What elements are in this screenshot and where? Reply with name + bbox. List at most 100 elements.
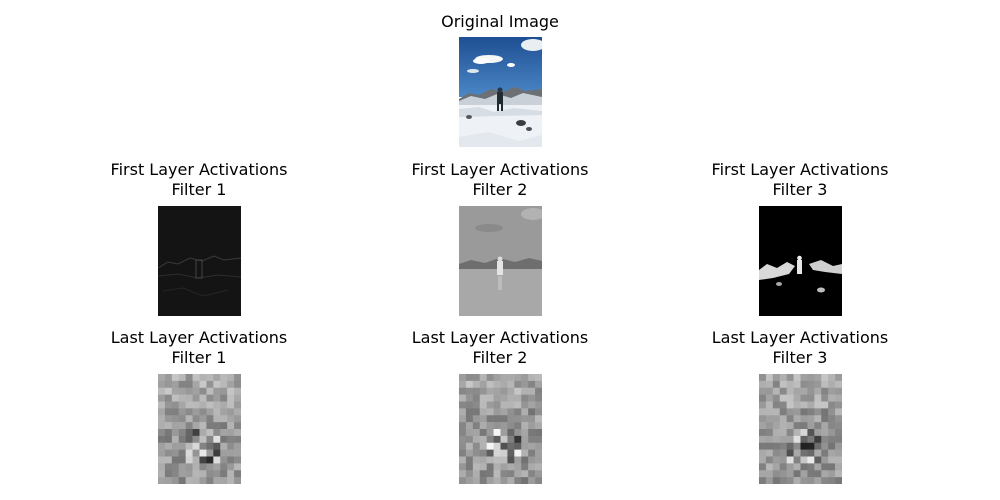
activation-cell xyxy=(185,394,193,402)
activation-cell xyxy=(171,387,180,395)
activation-cell xyxy=(772,408,781,416)
panel-title-line2: Filter 1 xyxy=(171,180,227,199)
activation-cell xyxy=(828,380,836,389)
activation-map xyxy=(158,374,241,484)
activation-cell xyxy=(479,456,487,464)
activation-cell xyxy=(234,380,241,389)
activation-cell xyxy=(178,380,186,389)
activation-cell xyxy=(835,380,842,389)
activation-cell xyxy=(486,401,494,409)
activation-cell xyxy=(234,415,241,423)
activation-cell xyxy=(814,422,822,430)
activation-cell xyxy=(759,415,767,423)
activation-cell xyxy=(199,394,207,402)
activation-cell xyxy=(465,449,474,457)
activation-cell xyxy=(800,435,808,444)
activation-cell xyxy=(507,422,515,430)
activation-cell xyxy=(793,394,801,402)
activation-cell xyxy=(459,435,467,444)
activation-cell xyxy=(493,415,501,423)
activation-cell xyxy=(158,463,166,471)
activation-cell xyxy=(765,415,774,423)
activation-cell xyxy=(828,401,836,409)
activation-cell xyxy=(786,408,794,416)
activation-cell xyxy=(192,442,200,450)
activation-cell xyxy=(234,463,241,471)
activation-cell xyxy=(472,415,481,423)
activation-cell xyxy=(185,374,193,382)
activation-cell xyxy=(772,477,781,484)
activation-cell xyxy=(158,435,166,444)
activation-cell xyxy=(807,470,815,478)
activation-cell xyxy=(765,394,774,402)
activation-cell xyxy=(500,380,508,389)
activation-cell xyxy=(793,477,801,484)
activation-cell xyxy=(528,374,536,382)
activation-cell xyxy=(807,380,815,389)
activation-cell xyxy=(786,442,794,450)
activation-cell xyxy=(206,401,214,409)
activation-cell xyxy=(814,374,822,382)
activation-cell xyxy=(465,429,474,437)
activation-cell xyxy=(199,415,207,423)
activation-cell xyxy=(828,463,836,471)
activation-cell xyxy=(199,463,207,471)
activation-cell xyxy=(521,435,529,444)
activation-cell xyxy=(178,387,186,395)
activation-cell xyxy=(500,374,508,382)
activation-cell xyxy=(793,380,801,389)
activation-cell xyxy=(828,422,836,430)
activation-cell xyxy=(814,394,822,402)
activation-cell xyxy=(759,435,767,444)
activation-cell xyxy=(521,477,529,484)
activation-cell xyxy=(528,449,536,457)
activation-cell xyxy=(835,387,842,395)
activation-cell xyxy=(206,429,214,437)
activation-map xyxy=(459,206,542,316)
activation-cell xyxy=(528,456,536,464)
activation-cell xyxy=(164,380,173,389)
activation-cell xyxy=(779,463,787,471)
activation-cell xyxy=(192,374,200,382)
activation-map xyxy=(759,374,842,484)
activation-cell xyxy=(507,387,515,395)
activation-cell xyxy=(465,422,474,430)
activation-cell xyxy=(164,449,173,457)
panel-title-line1: Last Layer Activations xyxy=(110,328,288,347)
activation-cell xyxy=(185,435,193,444)
activation-cell xyxy=(158,449,166,457)
activation-cell xyxy=(213,429,221,437)
activation-cell xyxy=(772,415,781,423)
activation-cell xyxy=(493,435,501,444)
activation-cell xyxy=(213,401,221,409)
activation-cell xyxy=(521,470,529,478)
activation-cell xyxy=(199,442,207,450)
activation-cell xyxy=(779,435,787,444)
activation-cell xyxy=(800,470,808,478)
activation-cell xyxy=(185,456,193,464)
activation-cell xyxy=(507,442,515,450)
activation-cell xyxy=(234,394,241,402)
activation-cell xyxy=(521,456,529,464)
activation-cell xyxy=(500,401,508,409)
activation-cell xyxy=(779,422,787,430)
activation-cell xyxy=(234,387,241,395)
activation-cell xyxy=(199,456,207,464)
activation-cell xyxy=(220,374,228,382)
activation-cell xyxy=(759,463,767,471)
activation-cell xyxy=(178,442,186,450)
last-layer-filter-1-panel: Last Layer Activations Filter 1 xyxy=(79,328,319,484)
activation-cell xyxy=(192,435,200,444)
activation-cell xyxy=(807,429,815,437)
activation-cell xyxy=(185,477,193,484)
activation-cell xyxy=(835,415,842,423)
activation-cell xyxy=(800,394,808,402)
activation-cell xyxy=(828,429,836,437)
first-layer-filter-1-panel: First Layer Activations Filter 1 xyxy=(79,160,319,316)
activation-cell xyxy=(171,435,180,444)
activation-cell xyxy=(772,387,781,395)
activation-cell xyxy=(472,470,481,478)
activation-cell xyxy=(185,470,193,478)
activation-cell xyxy=(227,429,235,437)
activation-cell xyxy=(479,449,487,457)
